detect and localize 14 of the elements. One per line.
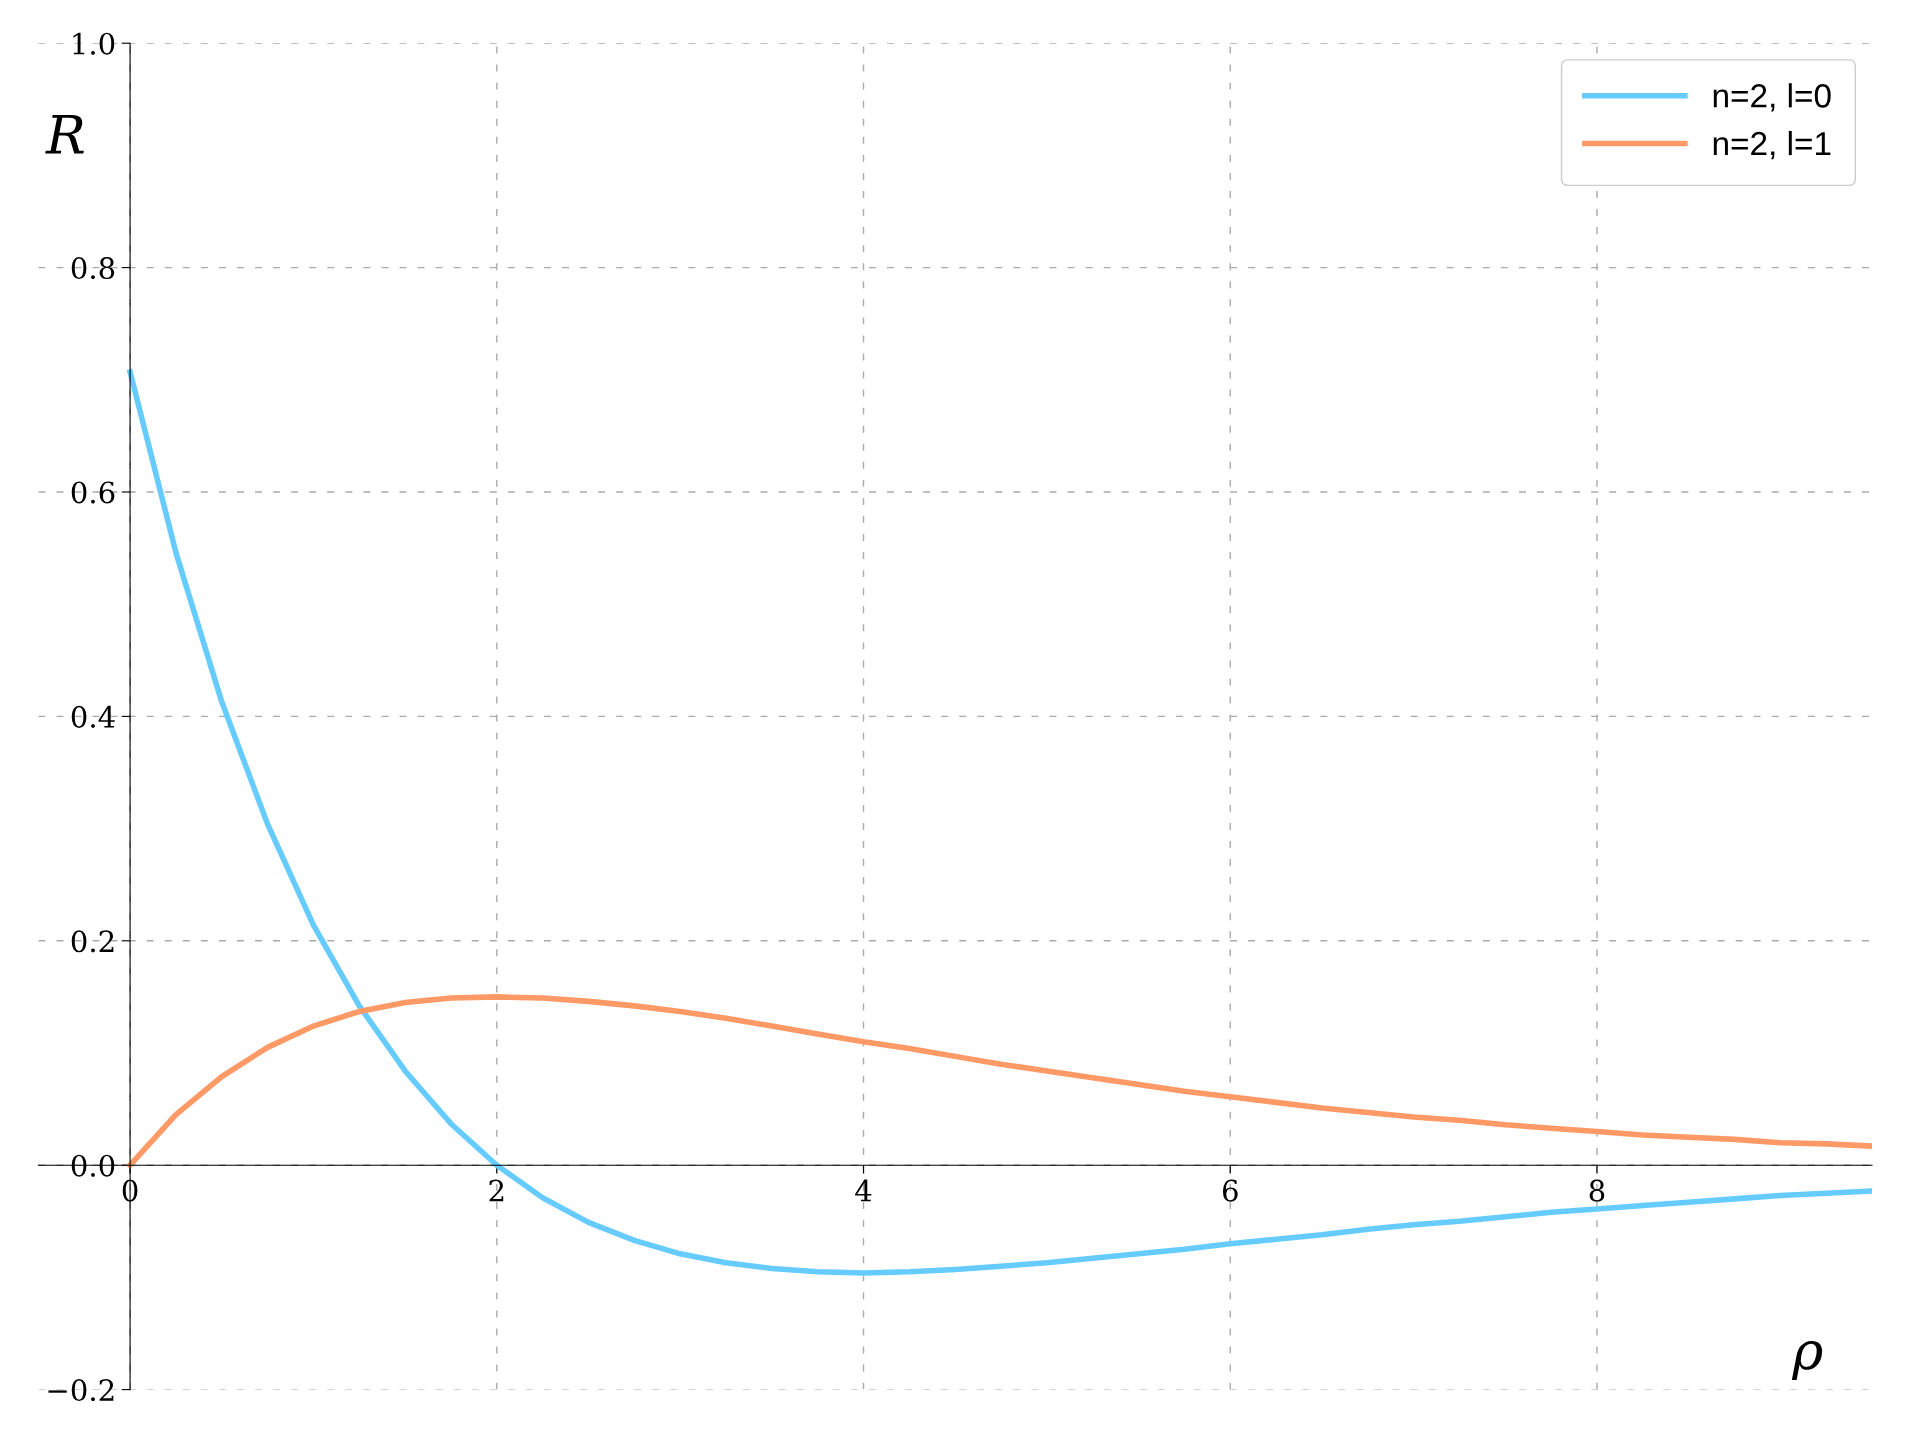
x-tick-label: 2 bbox=[489, 1179, 504, 1202]
y-tick-label: 0.2 bbox=[71, 930, 114, 953]
x-tick-label: 8 bbox=[1589, 1179, 1605, 1202]
y-axis-title: R bbox=[45, 114, 84, 154]
y-tick-label: 1.0 bbox=[73, 32, 115, 55]
legend-label: n=2, l=1 bbox=[1713, 130, 1831, 160]
y-tick-label: 0.4 bbox=[71, 705, 115, 728]
y-tick-label: −0.2 bbox=[48, 1379, 114, 1402]
y-tick-label: 0.8 bbox=[71, 257, 115, 280]
x-tick-label: 6 bbox=[1222, 1179, 1238, 1202]
x-tick-label: 4 bbox=[855, 1179, 872, 1202]
legend-label: n=2, l=0 bbox=[1713, 83, 1831, 112]
y-tick-label: 0.6 bbox=[71, 481, 115, 504]
x-axis-title: ρ bbox=[1791, 1340, 1823, 1381]
